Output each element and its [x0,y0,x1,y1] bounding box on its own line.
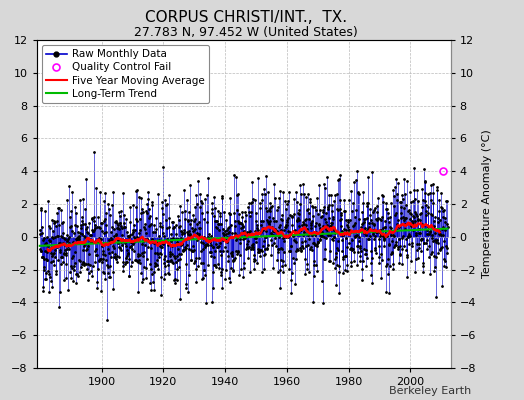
Text: Berkeley Earth: Berkeley Earth [389,386,472,396]
Text: 27.783 N, 97.452 W (United States): 27.783 N, 97.452 W (United States) [134,26,358,39]
Y-axis label: Temperature Anomaly (°C): Temperature Anomaly (°C) [482,130,492,278]
Legend: Raw Monthly Data, Quality Control Fail, Five Year Moving Average, Long-Term Tren: Raw Monthly Data, Quality Control Fail, … [42,45,209,103]
Text: CORPUS CHRISTI/INT.,  TX.: CORPUS CHRISTI/INT., TX. [145,10,347,25]
